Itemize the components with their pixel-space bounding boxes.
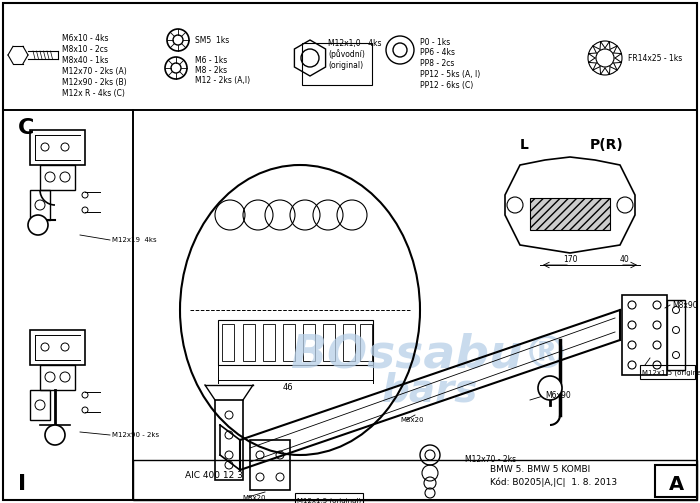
Text: M12 - 2ks (A,I): M12 - 2ks (A,I) bbox=[195, 75, 250, 85]
Text: (original): (original) bbox=[328, 60, 363, 69]
Bar bbox=[303, 324, 315, 361]
Bar bbox=[655, 465, 697, 497]
Bar bbox=[622, 295, 667, 375]
Text: FR14x25 - 1ks: FR14x25 - 1ks bbox=[628, 53, 682, 62]
Bar bbox=[250, 440, 290, 490]
Text: 170: 170 bbox=[563, 256, 578, 265]
Text: 40: 40 bbox=[620, 256, 630, 265]
Text: BOssabu®: BOssabu® bbox=[290, 332, 570, 377]
Text: PP12 - 5ks (A, I): PP12 - 5ks (A, I) bbox=[420, 69, 480, 78]
Bar bbox=[3, 110, 133, 500]
Text: C: C bbox=[18, 118, 34, 138]
Text: M12x1,0 - 4ks: M12x1,0 - 4ks bbox=[328, 39, 382, 47]
Text: M6 - 1ks: M6 - 1ks bbox=[195, 55, 228, 64]
Bar bbox=[243, 324, 255, 361]
Text: M12x19  4ks: M12x19 4ks bbox=[112, 237, 157, 243]
Text: BMW 5. BMW 5 KOMBI: BMW 5. BMW 5 KOMBI bbox=[490, 465, 590, 474]
Bar bbox=[215, 400, 243, 480]
Text: M8x10 - 2cs: M8x10 - 2cs bbox=[62, 44, 108, 53]
Bar bbox=[30, 390, 50, 420]
Text: A: A bbox=[668, 474, 684, 493]
Text: M6x10 - 4ks: M6x10 - 4ks bbox=[62, 34, 108, 42]
Text: L: L bbox=[520, 138, 529, 152]
Text: M12x R - 4ks (C): M12x R - 4ks (C) bbox=[62, 89, 125, 98]
Text: AIC 400 12 3: AIC 400 12 3 bbox=[185, 470, 243, 479]
Text: M12x70 - 2ks: M12x70 - 2ks bbox=[465, 456, 516, 464]
Text: M12x1,5 (original): M12x1,5 (original) bbox=[642, 370, 700, 376]
Text: I: I bbox=[18, 474, 26, 494]
Text: M12x70 - 2ks (A): M12x70 - 2ks (A) bbox=[62, 66, 127, 75]
Text: M8x90: M8x90 bbox=[672, 300, 698, 309]
Bar bbox=[343, 324, 355, 361]
Bar bbox=[222, 324, 234, 361]
Bar bbox=[30, 330, 85, 365]
Text: SM5  1ks: SM5 1ks bbox=[195, 36, 230, 44]
Text: Kód: B0205|A,|C|  1. 8. 2013: Kód: B0205|A,|C| 1. 8. 2013 bbox=[490, 477, 617, 487]
Bar bbox=[302, 43, 372, 85]
Bar bbox=[133, 110, 697, 500]
Text: bars: bars bbox=[382, 371, 478, 409]
Text: PP12 - 6ks (C): PP12 - 6ks (C) bbox=[420, 80, 473, 90]
Bar bbox=[530, 198, 610, 230]
Text: P(R): P(R) bbox=[590, 138, 624, 152]
Text: PP8 - 2cs: PP8 - 2cs bbox=[420, 58, 454, 67]
Bar bbox=[323, 324, 335, 361]
Text: M6x90: M6x90 bbox=[545, 390, 570, 399]
Bar bbox=[218, 320, 373, 365]
Circle shape bbox=[28, 215, 48, 235]
Bar bbox=[283, 324, 295, 361]
Bar bbox=[360, 324, 372, 361]
Bar bbox=[40, 165, 75, 190]
Bar bbox=[30, 130, 85, 165]
Bar bbox=[3, 3, 697, 110]
Text: M12x90 - 2ks (B): M12x90 - 2ks (B) bbox=[62, 77, 127, 87]
Text: M8x20: M8x20 bbox=[242, 495, 265, 501]
Bar bbox=[263, 324, 275, 361]
Bar bbox=[640, 365, 695, 379]
Bar bbox=[40, 365, 75, 390]
Text: 46: 46 bbox=[283, 382, 293, 391]
Text: (původní): (původní) bbox=[328, 49, 365, 59]
Text: M8x20: M8x20 bbox=[400, 417, 424, 423]
Bar bbox=[133, 460, 697, 500]
Text: M8x40 - 1ks: M8x40 - 1ks bbox=[62, 55, 108, 64]
Bar bbox=[667, 300, 685, 370]
Text: PP6 - 4ks: PP6 - 4ks bbox=[420, 47, 455, 56]
Text: P0 - 1ks: P0 - 1ks bbox=[420, 38, 450, 46]
Text: M8 - 2ks: M8 - 2ks bbox=[195, 65, 227, 74]
Circle shape bbox=[45, 425, 65, 445]
Text: M12x90 - 2ks: M12x90 - 2ks bbox=[112, 432, 159, 438]
Text: M12x1,5 (original): M12x1,5 (original) bbox=[297, 498, 361, 503]
Bar bbox=[295, 493, 363, 503]
Circle shape bbox=[538, 376, 562, 400]
Bar bbox=[30, 190, 50, 220]
